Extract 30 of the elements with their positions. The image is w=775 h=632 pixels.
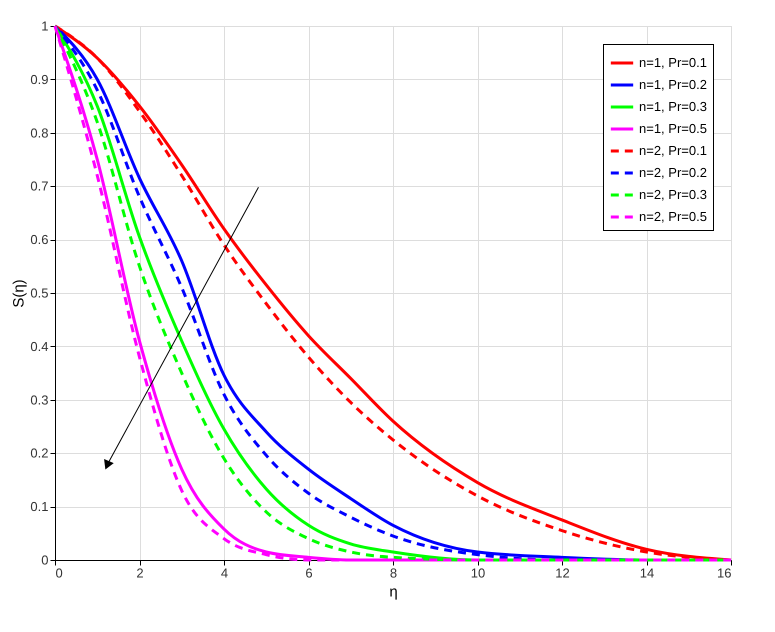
- legend-label: n=1, Pr=0.3: [639, 99, 707, 114]
- y-axis-title: S(η): [10, 279, 28, 308]
- y-tick-label: 0.7: [30, 178, 48, 194]
- legend-label: n=2, Pr=0.3: [639, 187, 707, 202]
- x-tick-label: 12: [555, 566, 570, 580]
- x-tick-label: 14: [640, 566, 654, 580]
- y-tick-label: 1: [41, 18, 48, 34]
- legend-label: n=2, Pr=0.5: [639, 209, 707, 224]
- x-tick-label: 0: [56, 566, 63, 580]
- x-tick-label: 16: [717, 566, 732, 580]
- y-tick-label: 0.5: [30, 286, 48, 300]
- x-tick-label: 4: [220, 566, 228, 580]
- legend-label: n=1, Pr=0.5: [639, 121, 707, 136]
- x-tick-label: 10: [470, 566, 486, 580]
- x-tick-label: 8: [390, 566, 398, 580]
- legend-label: n=2, Pr=0.2: [639, 165, 707, 180]
- x-axis-title: η: [389, 584, 398, 600]
- y-tick-label: 0.2: [30, 446, 48, 461]
- y-tick-label: 0.1: [30, 499, 48, 514]
- y-tick-label: 0: [41, 552, 48, 568]
- legend-label: n=1, Pr=0.1: [639, 55, 707, 70]
- legend-label: n=2, Pr=0.1: [639, 143, 707, 158]
- y-tick-label: 0.8: [30, 125, 48, 140]
- y-tick-label: 0.4: [30, 338, 48, 354]
- y-tick-label: 0.6: [30, 232, 48, 248]
- x-tick-label: 6: [305, 566, 313, 580]
- y-tick-label: 0.9: [30, 72, 48, 87]
- y-tick-label: 0.3: [30, 392, 48, 408]
- x-tick-label: 2: [136, 566, 144, 580]
- legend-label: n=1, Pr=0.2: [639, 77, 707, 92]
